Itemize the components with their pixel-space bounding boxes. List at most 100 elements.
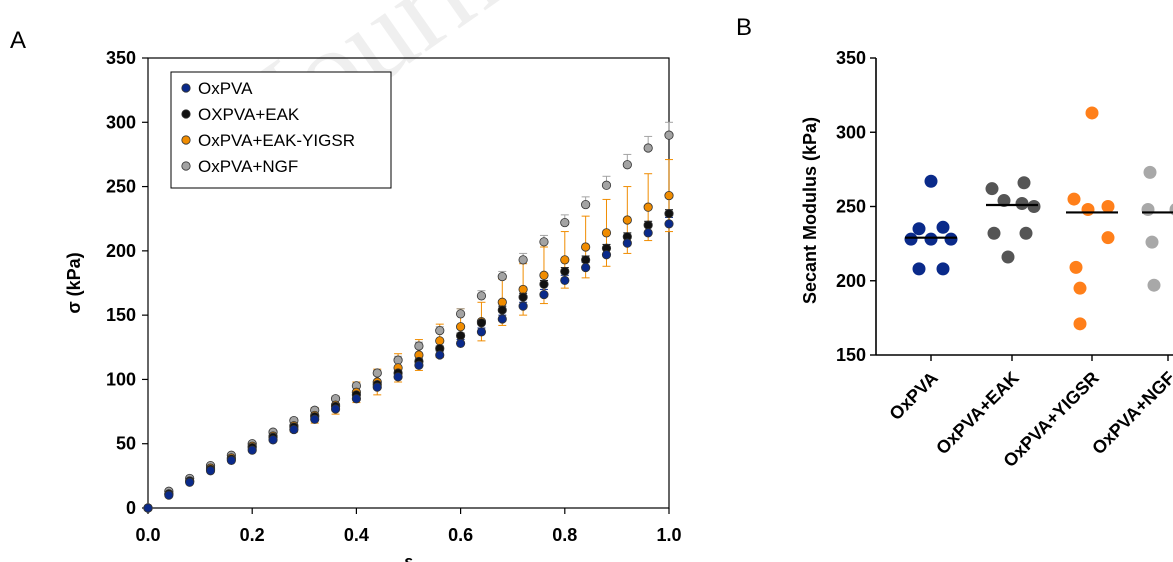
data-point-oxpva-ngf [643, 143, 653, 153]
data-point-oxpva-eak [643, 220, 653, 230]
data-point-oxpva-ngf [560, 217, 570, 228]
y-tick-label: 250 [106, 177, 136, 197]
modulus-point [936, 220, 950, 234]
data-point-oxpva [581, 262, 591, 273]
data-point-oxpva-eak [560, 266, 570, 277]
modulus-point [1019, 226, 1033, 240]
data-point-oxpva [143, 503, 153, 513]
data-point-oxpva-eak [455, 331, 466, 341]
data-point-oxpva [455, 338, 466, 349]
data-point-oxpva-eak-yigsr [601, 228, 612, 238]
data-point-oxpva [185, 477, 195, 487]
y-tick-label: 350 [836, 48, 866, 68]
data-point-oxpva-ngf [435, 325, 445, 336]
x-category-label: OxPVA+EAK [932, 368, 1023, 459]
modulus-point [904, 232, 918, 246]
data-point-oxpva-eak-yigsr [643, 202, 653, 212]
data-point-oxpva-ngf [455, 309, 466, 319]
y-axis-title: σ (kPa) [64, 252, 84, 313]
x-tick-label: 0.8 [552, 525, 577, 545]
legend-label: OxPVA [198, 79, 253, 98]
y-tick-label: 250 [836, 197, 866, 217]
data-point-oxpva-ngf [518, 255, 528, 265]
data-point-oxpva-eak-yigsr [539, 270, 549, 280]
x-tick-label: 0.6 [448, 525, 473, 545]
data-point-oxpva-eak-yigsr [560, 255, 570, 265]
y-tick-label: 150 [106, 305, 136, 325]
stress-strain-chart: 0 50 100 150 200 250 300 350 0.0 0.2 0.4 0.6 0.8 1.0 σ… [64, 48, 682, 562]
legend-marker [181, 135, 191, 145]
legend-marker [181, 83, 191, 93]
data-point-oxpva-eak [476, 318, 487, 328]
legend-label: OxPVA+NGF [198, 157, 298, 176]
data-point-oxpva-ngf [372, 368, 382, 378]
data-point-oxpva [205, 466, 216, 476]
data-point-oxpva [497, 314, 507, 324]
data-point-oxpva-eak-yigsr [435, 336, 445, 346]
data-point-oxpva [518, 301, 528, 311]
modulus-point [1145, 235, 1159, 249]
modulus-point [1015, 197, 1029, 211]
data-point-oxpva [622, 238, 632, 248]
modulus-point [1101, 231, 1115, 245]
modulus-point [1069, 260, 1083, 274]
modulus-point [987, 226, 1001, 240]
y-tick-label: 100 [106, 369, 136, 389]
data-point-oxpva [601, 250, 612, 260]
data-point-oxpva-ngf [601, 180, 612, 190]
legend-marker [181, 109, 191, 119]
modulus-point [924, 174, 938, 188]
data-point-oxpva [414, 360, 424, 370]
y-tick-label: 50 [116, 434, 136, 454]
modulus-point [1169, 203, 1173, 216]
data-point-oxpva [664, 219, 674, 229]
y-tick-label: 200 [836, 271, 866, 291]
modulus-point [1067, 192, 1081, 206]
y-tick-label: 200 [106, 241, 136, 261]
data-point-oxpva [393, 372, 403, 382]
data-point-oxpva [539, 289, 549, 300]
modulus-point [936, 262, 950, 276]
data-point-oxpva [560, 275, 570, 286]
legend-label: OxPVA+EAK-YIGSR [198, 131, 355, 150]
y-tick-label: 300 [836, 122, 866, 142]
x-axis-title: ε [404, 552, 413, 562]
data-point-oxpva [643, 228, 653, 238]
y-axis-title: Secant Modulus (kPa) [800, 117, 820, 304]
legend-label: OXPVA+EAK [198, 105, 300, 124]
modulus-point [1101, 200, 1115, 213]
data-point-oxpva [289, 424, 299, 435]
data-point-oxpva [435, 350, 445, 360]
data-point-oxpva [310, 414, 320, 424]
modulus-point [1143, 165, 1157, 179]
modulus-point [985, 182, 999, 196]
legend-marker [181, 161, 191, 171]
modulus-point [1141, 202, 1155, 216]
data-point-oxpva [330, 404, 341, 414]
data-point-oxpva-eak [518, 292, 528, 302]
data-point-oxpva-eak-yigsr [581, 242, 591, 252]
y-tick-label: 300 [106, 112, 136, 132]
y-tick-label: 150 [836, 345, 866, 365]
data-point-oxpva-ngf [497, 271, 507, 282]
data-point-oxpva-eak-yigsr [622, 215, 632, 225]
data-point-oxpva-eak [539, 279, 549, 289]
panel-b-label: B [736, 14, 752, 41]
data-point-oxpva-eak-yigsr [455, 322, 466, 332]
modulus-point [1085, 106, 1099, 120]
x-tick-label: 0.0 [135, 525, 160, 545]
x-tick-label: 1.0 [656, 525, 681, 545]
modulus-point [1073, 281, 1087, 295]
data-point-oxpva [247, 445, 257, 455]
data-point-oxpva-ngf [476, 291, 487, 301]
data-point-oxpva-ngf [622, 160, 632, 170]
data-point-oxpva-eak [664, 208, 674, 219]
modulus-point [997, 194, 1011, 208]
y-tick-label: 0 [126, 498, 136, 518]
data-point-oxpva [164, 490, 174, 500]
modulus-point [924, 232, 938, 246]
modulus-point [944, 232, 958, 246]
x-category-label: OxPVA [885, 368, 941, 424]
data-point-oxpva-eak [497, 305, 507, 315]
